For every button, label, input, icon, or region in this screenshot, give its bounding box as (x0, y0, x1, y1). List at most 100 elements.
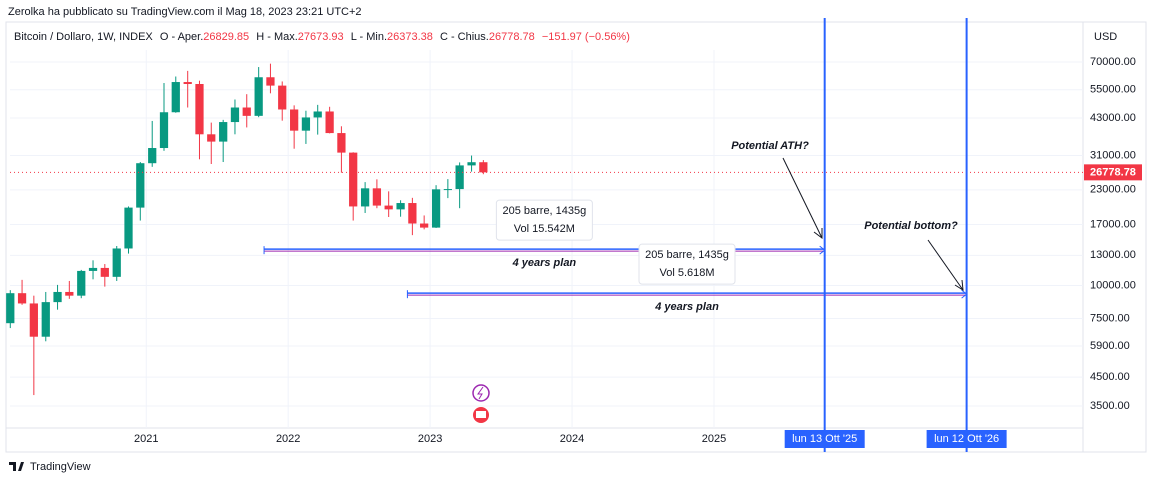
vertical-marker-label: lun 12 Ott '26 (934, 433, 999, 445)
candle-body (41, 302, 50, 337)
candle-body (195, 84, 204, 135)
candle-body (171, 82, 180, 113)
candle-body (325, 111, 334, 134)
published-note: Zerolka ha pubblicato su TradingView.com… (8, 6, 362, 18)
range-volume-label: Vol 15.542M (514, 223, 575, 235)
close-value: 26778.78 (489, 31, 535, 43)
last-price-box (1084, 164, 1142, 181)
last-price-label: 26778.78 (1090, 166, 1136, 178)
y-tick-label: 5900.00 (1090, 340, 1130, 352)
candle-body (159, 112, 169, 149)
x-tick-label: 2023 (418, 433, 442, 445)
symbol: Bitcoin / Dollaro, 1W, INDEX (14, 31, 153, 43)
candle-body (479, 162, 488, 173)
candle-body (278, 85, 287, 110)
range-bars-label: 205 barre, 1435g (502, 205, 586, 217)
y-tick-label: 7500.00 (1090, 312, 1130, 324)
brand: TradingView (30, 461, 91, 473)
candle-body (100, 267, 109, 277)
icons (472, 384, 490, 423)
y-tick-label: 4500.00 (1090, 371, 1130, 383)
candle-body (53, 291, 62, 303)
candle-body (337, 133, 346, 153)
candle-body (360, 188, 370, 207)
vertical-marker-label: lun 13 Ott '25 (792, 433, 857, 445)
candle-body (242, 107, 251, 116)
high-value: 27673.93 (298, 31, 344, 43)
y-tick-label: 3500.00 (1090, 400, 1130, 412)
candle-body (301, 117, 311, 131)
candle-body (230, 107, 240, 123)
candle-body (29, 303, 38, 337)
open-value: 26829.85 (203, 31, 249, 43)
candle-body (372, 188, 382, 206)
plot: 70000.00 55000.00 43000.00 31000.00 23000.00… (6, 18, 1142, 452)
y-tick-label: 70000.00 (1090, 56, 1136, 68)
x-tick-label: 2022 (276, 433, 300, 445)
x-tick-label: 2024 (560, 433, 584, 445)
change-value: −151.97 (−0.56%) (542, 31, 630, 43)
candle-body (77, 270, 86, 296)
range-caption: 4 years plan (654, 301, 719, 313)
range-info-box (495, 199, 593, 241)
candle-body (396, 203, 405, 210)
candle-body (455, 165, 464, 190)
close-label: C - Chius. (440, 31, 489, 43)
annotation: Potential bottom? (864, 220, 958, 232)
footer-logo: TradingView (9, 461, 91, 473)
vertical-marker-label-box (784, 430, 865, 448)
y-tick-label: 17000.00 (1090, 218, 1136, 230)
y-tick-label: 55000.00 (1090, 84, 1136, 96)
low-value: 26373.38 (387, 31, 433, 43)
candle-body (88, 267, 98, 271)
candle-body (384, 205, 393, 210)
arrow (782, 157, 823, 239)
candle-body (408, 203, 417, 224)
y-tick-label: 10000.00 (1090, 279, 1136, 291)
logo (9, 462, 24, 471)
candle-body (17, 293, 27, 304)
candle-body (6, 293, 15, 324)
y-tick-label: 31000.00 (1090, 149, 1136, 161)
high-label: H - Max. (256, 31, 298, 43)
x-tick-label: 2021 (134, 433, 158, 445)
open-label: O - Aper. (160, 31, 203, 43)
chart-frame (5, 21, 1147, 453)
range-info-box (638, 243, 736, 285)
ohlc-legend: Bitcoin / Dollaro, 1W, INDEX O - Aper.26… (14, 31, 630, 43)
candle-body (431, 189, 441, 228)
y-tick-label: 43000.00 (1090, 112, 1136, 124)
currency: USD (1094, 31, 1117, 43)
candle-body (148, 148, 157, 164)
annotation: Potential ATH? (731, 140, 809, 152)
arrow (927, 239, 964, 291)
candle-body (136, 163, 145, 208)
y-tick-label: 23000.00 (1090, 184, 1136, 196)
range-volume-label: Vol 5.618M (659, 267, 714, 279)
candle-body (124, 207, 133, 249)
icon-glyph (477, 386, 484, 400)
arrow-head (813, 228, 823, 239)
low-label: L - Min. (351, 31, 387, 43)
arrow-head (954, 279, 964, 291)
vertical-marker-label-box (926, 430, 1007, 448)
candle-body (183, 82, 192, 85)
icon-glyph (476, 411, 486, 418)
candle-body (112, 248, 121, 277)
candle-body (290, 109, 299, 131)
candle-body (207, 134, 216, 142)
candle-body (254, 77, 263, 116)
candle-body (266, 77, 275, 86)
candle-body (219, 122, 228, 142)
candle-body (65, 291, 74, 296)
candle-body (349, 152, 358, 207)
range-caption: 4 years plan (512, 257, 577, 269)
annotation-arrows (782, 157, 964, 291)
icon (472, 384, 490, 402)
candle-body (443, 189, 452, 191)
y-tick-label: 13000.00 (1090, 249, 1136, 261)
x-tick-label: 2025 (702, 433, 726, 445)
range-bars-label: 205 barre, 1435g (645, 249, 729, 261)
